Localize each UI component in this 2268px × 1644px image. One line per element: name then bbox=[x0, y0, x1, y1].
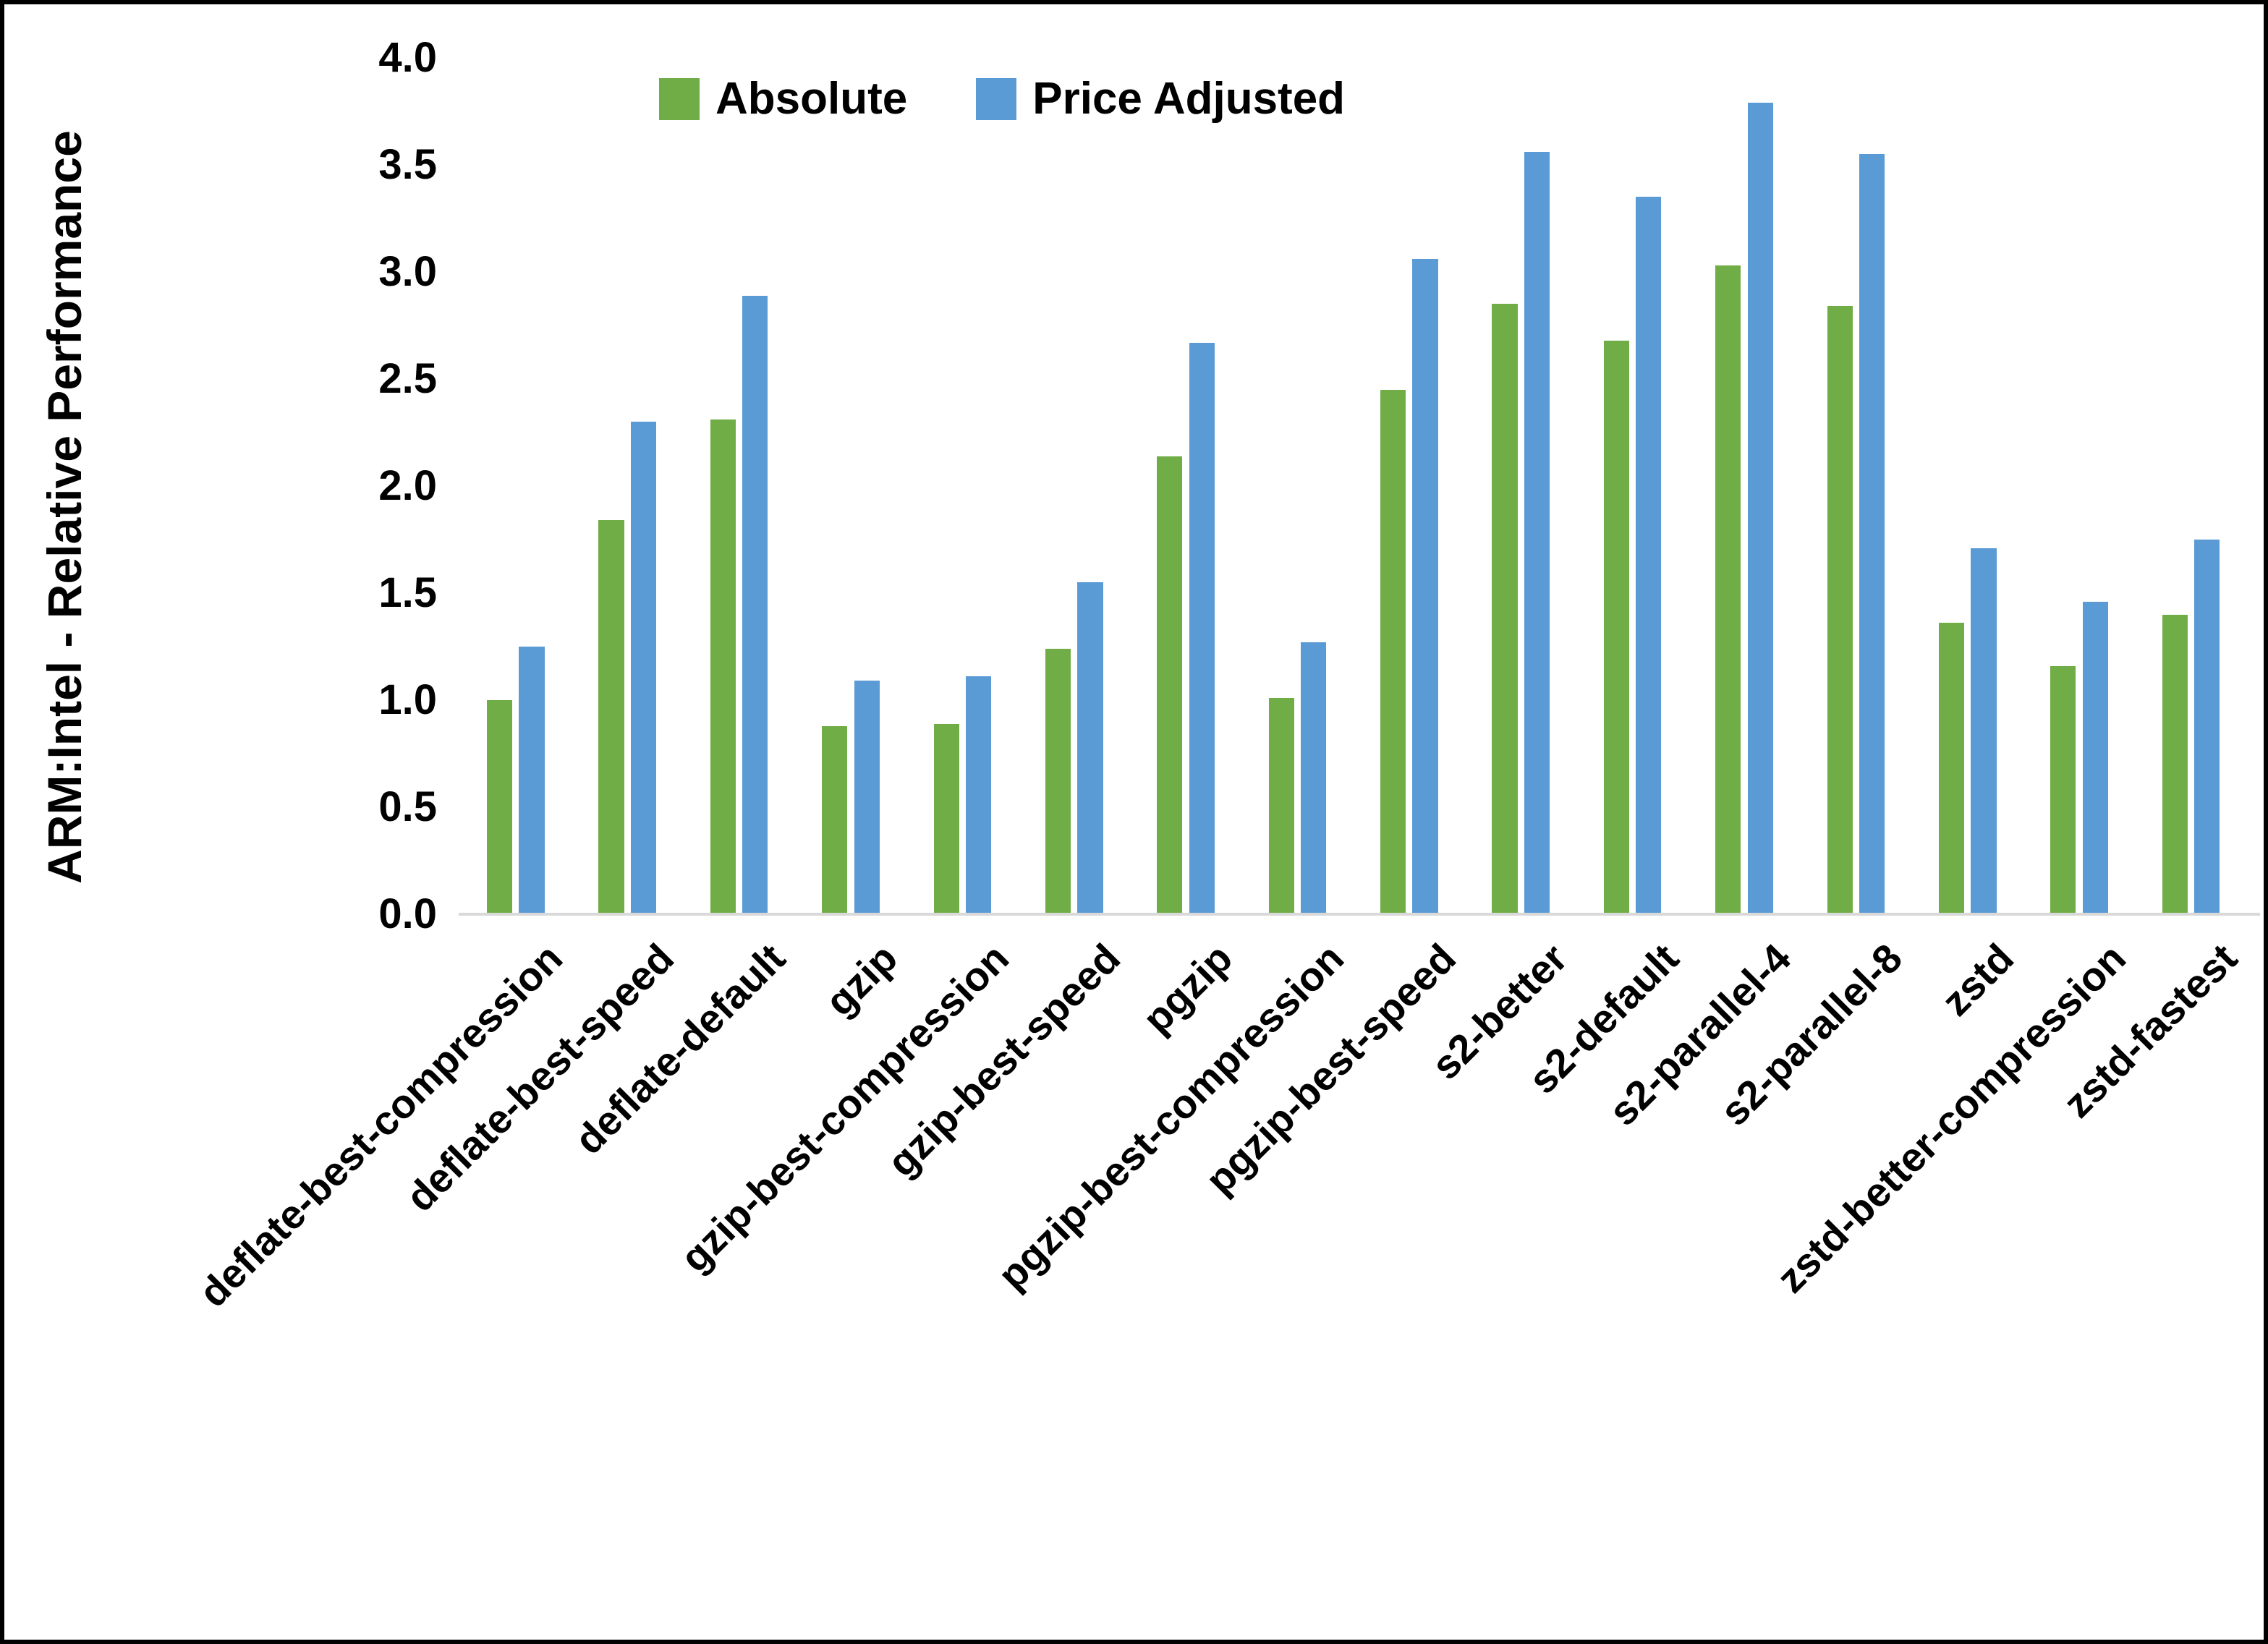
legend-swatch-price-adjusted-icon bbox=[976, 77, 1017, 120]
bar-price-adjusted-gzip-best-speed bbox=[1077, 582, 1103, 914]
bar-price-adjusted-zstd-fastest bbox=[2194, 540, 2220, 914]
bar-absolute-pgzip-best-speed bbox=[1380, 389, 1406, 914]
bar-price-adjusted-gzip-best-compression bbox=[965, 676, 992, 914]
bar-price-adjusted-s2-parallel-8 bbox=[1859, 154, 1885, 914]
y-tick-label-2.5: 2.5 bbox=[378, 355, 437, 402]
bar-price-adjusted-s2-default bbox=[1636, 197, 1662, 914]
bar-absolute-zstd-fastest bbox=[2162, 614, 2188, 914]
bar-absolute-gzip bbox=[822, 725, 848, 914]
bar-price-adjusted-zstd-better-compression bbox=[2082, 601, 2108, 914]
y-tick-label-0.5: 0.5 bbox=[378, 783, 437, 830]
bar-absolute-deflate-best-compression bbox=[487, 700, 513, 914]
legend-item-price-adjusted: Price Adjusted bbox=[976, 73, 1345, 124]
bar-absolute-deflate-best-speed bbox=[598, 520, 624, 914]
y-tick-label-2.0: 2.0 bbox=[378, 462, 437, 509]
bar-absolute-zstd-better-compression bbox=[2050, 665, 2076, 914]
bar-absolute-gzip-best-compression bbox=[933, 723, 959, 914]
bar-price-adjusted-pgzip-best-compression bbox=[1301, 642, 1327, 914]
y-tick-label-1.5: 1.5 bbox=[378, 569, 437, 616]
legend-item-absolute: Absolute bbox=[659, 73, 907, 124]
x-axis-line bbox=[459, 913, 2260, 916]
bar-price-adjusted-pgzip-best-speed bbox=[1412, 259, 1438, 914]
bar-absolute-zstd bbox=[1938, 623, 1965, 914]
bar-absolute-gzip-best-speed bbox=[1045, 648, 1071, 914]
bar-absolute-deflate-default bbox=[710, 419, 736, 914]
bar-absolute-s2-better bbox=[1492, 304, 1518, 914]
bar-price-adjusted-deflate-default bbox=[742, 295, 768, 914]
bar-price-adjusted-pgzip bbox=[1189, 342, 1215, 914]
legend-label-absolute: Absolute bbox=[715, 74, 908, 124]
bar-price-adjusted-s2-better bbox=[1524, 152, 1550, 914]
bar-absolute-s2-parallel-4 bbox=[1715, 265, 1741, 914]
y-tick-label-1.0: 1.0 bbox=[378, 676, 437, 723]
bar-absolute-s2-parallel-8 bbox=[1827, 306, 1853, 914]
y-tick-label-3.5: 3.5 bbox=[378, 141, 437, 188]
y-tick-label-3.0: 3.0 bbox=[378, 248, 437, 295]
bar-price-adjusted-gzip bbox=[854, 681, 880, 914]
bar-absolute-s2-default bbox=[1603, 340, 1629, 914]
bar-price-adjusted-deflate-best-compression bbox=[519, 647, 545, 914]
legend: Absolute Price Adjusted bbox=[659, 73, 1345, 124]
bar-price-adjusted-zstd bbox=[1971, 548, 1997, 914]
y-axis-title: ARM:Intel - Relative Performance bbox=[38, 130, 91, 884]
y-tick-label-0.0: 0.0 bbox=[378, 890, 437, 937]
bar-absolute-pgzip bbox=[1157, 456, 1183, 914]
bar-price-adjusted-deflate-best-speed bbox=[630, 422, 657, 914]
bar-price-adjusted-s2-parallel-4 bbox=[1747, 103, 1773, 914]
legend-label-price-adjusted: Price Adjusted bbox=[1032, 74, 1346, 124]
legend-swatch-absolute-icon bbox=[659, 77, 700, 120]
y-tick-label-4.0: 4.0 bbox=[378, 34, 437, 81]
bar-absolute-pgzip-best-compression bbox=[1268, 698, 1294, 914]
